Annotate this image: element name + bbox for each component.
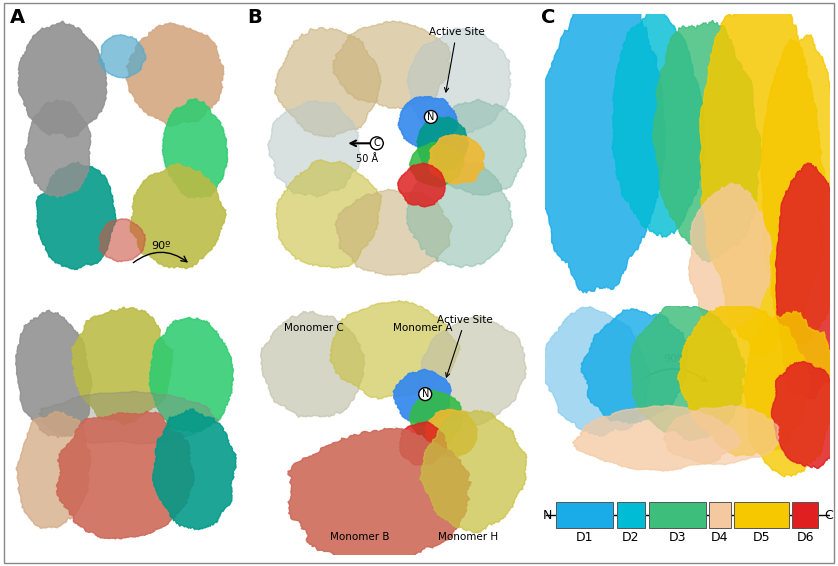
Polygon shape (428, 135, 484, 184)
Polygon shape (652, 20, 762, 262)
Polygon shape (130, 164, 226, 269)
Polygon shape (276, 160, 381, 268)
Polygon shape (100, 219, 145, 261)
Text: Monomer A: Monomer A (392, 323, 453, 333)
Text: Active Site: Active Site (437, 315, 493, 377)
Polygon shape (536, 0, 665, 293)
Polygon shape (18, 21, 106, 138)
Polygon shape (16, 310, 92, 438)
Polygon shape (417, 117, 468, 170)
Polygon shape (333, 21, 451, 109)
Text: A: A (10, 8, 25, 28)
Polygon shape (56, 411, 194, 539)
Bar (649, 503, 706, 528)
Text: Monomer B: Monomer B (330, 531, 390, 542)
Polygon shape (39, 392, 219, 444)
Text: 90º: 90º (663, 354, 683, 365)
Polygon shape (36, 162, 116, 269)
Polygon shape (330, 301, 460, 399)
Polygon shape (407, 28, 511, 136)
Polygon shape (612, 10, 705, 238)
Polygon shape (335, 189, 453, 275)
Polygon shape (275, 28, 381, 137)
Polygon shape (410, 391, 463, 443)
Text: D2: D2 (623, 531, 639, 544)
Polygon shape (542, 307, 650, 436)
Text: D3: D3 (669, 531, 685, 544)
Polygon shape (761, 35, 838, 349)
Polygon shape (72, 307, 173, 424)
Polygon shape (426, 409, 477, 457)
Polygon shape (664, 405, 779, 465)
Polygon shape (581, 308, 688, 423)
Text: N: N (427, 112, 435, 122)
Polygon shape (393, 369, 451, 424)
Polygon shape (398, 97, 458, 148)
Polygon shape (432, 99, 526, 195)
Polygon shape (572, 405, 741, 471)
Text: C: C (541, 8, 555, 28)
Polygon shape (630, 303, 746, 440)
Polygon shape (400, 422, 447, 465)
Polygon shape (96, 106, 157, 187)
Polygon shape (678, 303, 810, 456)
Polygon shape (772, 362, 838, 469)
Text: D4: D4 (711, 531, 729, 544)
Text: 50 Å: 50 Å (355, 154, 378, 164)
Text: Active Site: Active Site (429, 27, 484, 92)
Bar (556, 503, 613, 528)
Polygon shape (261, 311, 365, 417)
Text: D6: D6 (796, 531, 814, 544)
Polygon shape (163, 99, 228, 198)
Text: C: C (374, 138, 380, 148)
Polygon shape (153, 409, 236, 530)
Text: Monomer C: Monomer C (284, 323, 344, 333)
Polygon shape (410, 143, 464, 187)
Text: Monomer H: Monomer H (438, 531, 498, 542)
Polygon shape (268, 101, 361, 197)
Polygon shape (16, 411, 91, 528)
Text: 90º: 90º (151, 241, 170, 251)
Polygon shape (406, 161, 513, 268)
Text: B: B (247, 8, 262, 28)
Text: N: N (543, 509, 552, 522)
Text: N: N (422, 389, 429, 399)
Polygon shape (700, 0, 825, 358)
Polygon shape (419, 316, 526, 426)
Polygon shape (743, 311, 837, 477)
Text: D1: D1 (576, 531, 593, 544)
Polygon shape (99, 35, 146, 78)
Text: D5: D5 (753, 531, 770, 544)
Polygon shape (775, 163, 838, 399)
Polygon shape (689, 183, 772, 331)
Bar (792, 503, 818, 528)
Text: C: C (824, 509, 833, 522)
Polygon shape (397, 163, 445, 207)
Polygon shape (25, 100, 91, 197)
Polygon shape (149, 318, 234, 432)
Bar (734, 503, 789, 528)
Polygon shape (288, 428, 472, 563)
Bar (617, 503, 645, 528)
Polygon shape (420, 410, 527, 533)
Bar (709, 503, 731, 528)
Polygon shape (126, 23, 224, 126)
